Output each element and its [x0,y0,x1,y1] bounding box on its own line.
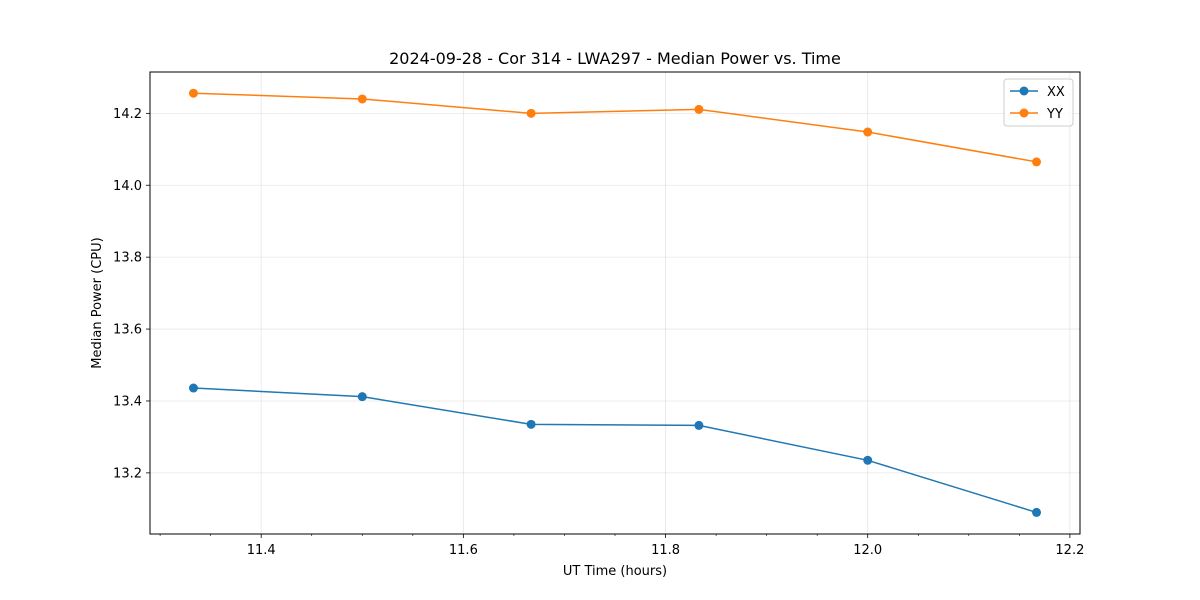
y-tick-label: 13.4 [113,394,142,409]
legend-marker-xx [1019,86,1029,96]
y-tick-label: 14.2 [113,107,142,122]
series-line-yy [193,92,1037,163]
y-tick-label: 13.2 [113,466,142,481]
data-point-yy [357,94,367,104]
x-tick-label: 11.6 [449,543,478,558]
y-tick-label: 13.8 [113,251,142,266]
x-tick-label: 12.2 [1055,543,1084,558]
x-tick-label: 12.0 [853,543,882,558]
x-axis-label: UT Time (hours) [563,564,667,579]
legend-label-xx: XX [1047,85,1065,100]
data-point-xx [188,383,198,393]
series-line-xx [193,387,1037,514]
legend: XX YY [1003,78,1074,127]
chart-title: 2024-09-28 - Cor 314 - LWA297 - Median P… [389,49,841,68]
data-point-xx [526,419,536,429]
series-layer [188,88,1042,517]
x-tick-label: 11.8 [651,543,680,558]
data-point-xx [863,455,873,465]
grid-lines [150,72,1080,534]
y-tick-label: 14.0 [113,179,142,194]
data-point-yy [694,104,704,114]
data-point-yy [863,127,873,137]
data-point-xx [694,420,704,430]
data-point-yy [526,108,536,118]
legend-marker-yy [1019,108,1029,118]
data-point-yy [1032,157,1042,167]
y-tick-label: 13.6 [113,323,142,338]
data-point-xx [1032,507,1042,517]
axis-ticks: 11.4 11.6 11.8 12.0 12.2 13.2 13.4 13.6 13.8 14.0… [113,107,1084,558]
legend-label-yy: YY [1046,107,1063,122]
y-axis-label: Median Power (CPU) [90,237,105,368]
x-tick-label: 11.4 [247,543,276,558]
data-point-yy [188,88,198,98]
data-point-xx [357,392,367,402]
